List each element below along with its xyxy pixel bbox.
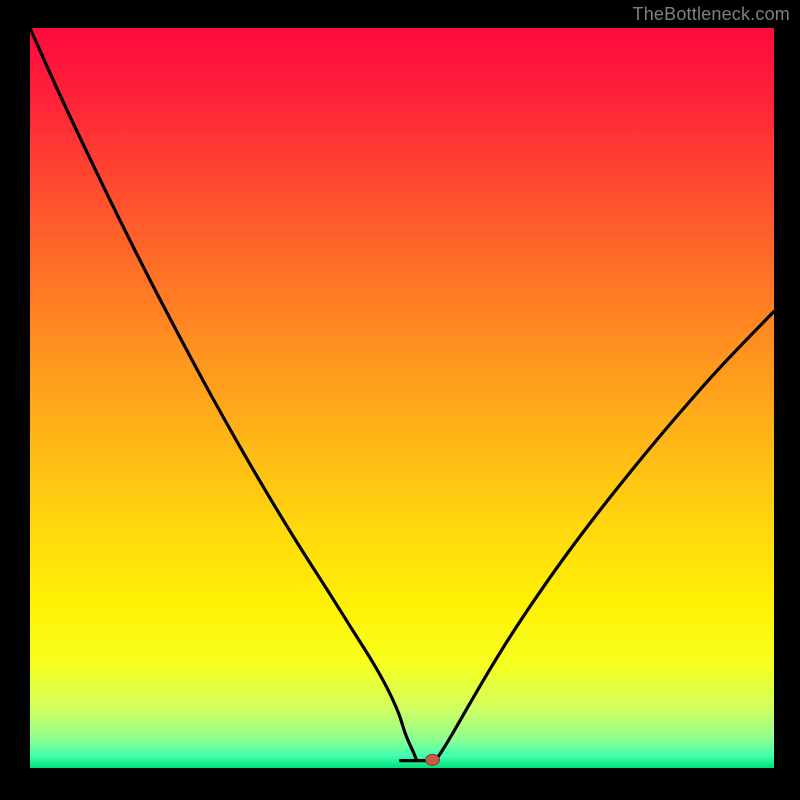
minimum-marker [426, 754, 440, 765]
watermark-text: TheBottleneck.com [633, 4, 790, 25]
bottleneck-curve [30, 28, 774, 768]
curve-path [30, 28, 774, 761]
bottleneck-chart [30, 28, 774, 768]
